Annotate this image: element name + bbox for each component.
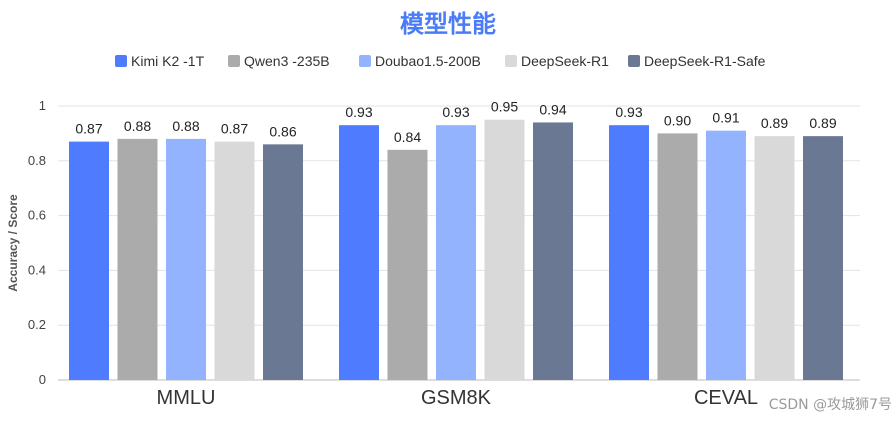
data-labels: 0.87 0.88 0.88 0.87 0.86 0.93 0.84 0.93 0.95 0.94… bbox=[75, 99, 836, 145]
x-tick-label: CEVAL bbox=[694, 387, 758, 409]
legend: Kimi K2 -1T Qwen3 -235B Doubao1.5-200B Deep… bbox=[115, 53, 766, 69]
data-label: 0.89 bbox=[809, 115, 836, 131]
bar bbox=[803, 136, 843, 380]
x-tick-label: GSM8K bbox=[421, 387, 492, 409]
bar bbox=[69, 141, 109, 380]
bar bbox=[754, 136, 795, 380]
data-label: 0.88 bbox=[172, 118, 199, 134]
legend-label: DeepSeek-R1-Safe bbox=[644, 53, 766, 69]
legend-swatch bbox=[505, 55, 517, 67]
data-label: 0.93 bbox=[345, 104, 372, 120]
y-tick-label: 0 bbox=[39, 372, 46, 387]
legend-swatch bbox=[628, 55, 640, 67]
x-tick-label: MMLU bbox=[157, 387, 216, 409]
bar bbox=[117, 138, 158, 380]
data-label: 0.95 bbox=[491, 99, 518, 115]
bar bbox=[387, 149, 428, 380]
bar bbox=[609, 125, 649, 381]
y-tick-label: 0.4 bbox=[28, 262, 46, 277]
watermark: CSDN @攻城狮7号 bbox=[768, 397, 892, 413]
bar bbox=[706, 130, 746, 380]
data-label: 0.87 bbox=[75, 121, 102, 137]
x-axis-ticks: MMLU GSM8K CEVAL bbox=[157, 387, 759, 409]
y-tick-label: 1 bbox=[39, 98, 46, 113]
bar bbox=[436, 125, 476, 381]
data-label: 0.89 bbox=[761, 115, 788, 131]
bar bbox=[339, 125, 379, 381]
bar bbox=[533, 122, 573, 380]
data-label: 0.84 bbox=[394, 129, 421, 145]
data-label: 0.94 bbox=[539, 101, 566, 117]
data-label: 0.93 bbox=[615, 104, 642, 120]
data-label: 0.86 bbox=[269, 123, 296, 139]
y-axis-ticks: 0 0.2 0.4 0.6 0.8 1 bbox=[28, 98, 46, 387]
y-axis-label: Accuracy / Score bbox=[6, 194, 20, 292]
bar bbox=[214, 141, 255, 380]
legend-swatch bbox=[115, 55, 127, 67]
data-label: 0.88 bbox=[124, 118, 151, 134]
legend-label: Kimi K2 -1T bbox=[131, 53, 205, 69]
y-tick-label: 0.2 bbox=[28, 317, 46, 332]
chart-title: 模型性能 bbox=[400, 10, 496, 38]
bar bbox=[657, 133, 698, 380]
legend-label: Doubao1.5-200B bbox=[375, 53, 481, 69]
y-tick-label: 0.6 bbox=[28, 208, 46, 223]
legend-label: Qwen3 -235B bbox=[244, 53, 330, 69]
bar bbox=[484, 119, 525, 380]
data-label: 0.90 bbox=[664, 112, 691, 128]
data-label: 0.93 bbox=[442, 104, 469, 120]
bar bbox=[263, 144, 303, 380]
legend-swatch bbox=[228, 55, 240, 67]
y-tick-label: 0.8 bbox=[28, 153, 46, 168]
legend-swatch bbox=[359, 55, 371, 67]
bars bbox=[69, 119, 843, 381]
bar bbox=[166, 138, 206, 380]
legend-label: DeepSeek-R1 bbox=[521, 53, 609, 69]
data-label: 0.87 bbox=[221, 121, 248, 137]
data-label: 0.91 bbox=[712, 110, 739, 126]
